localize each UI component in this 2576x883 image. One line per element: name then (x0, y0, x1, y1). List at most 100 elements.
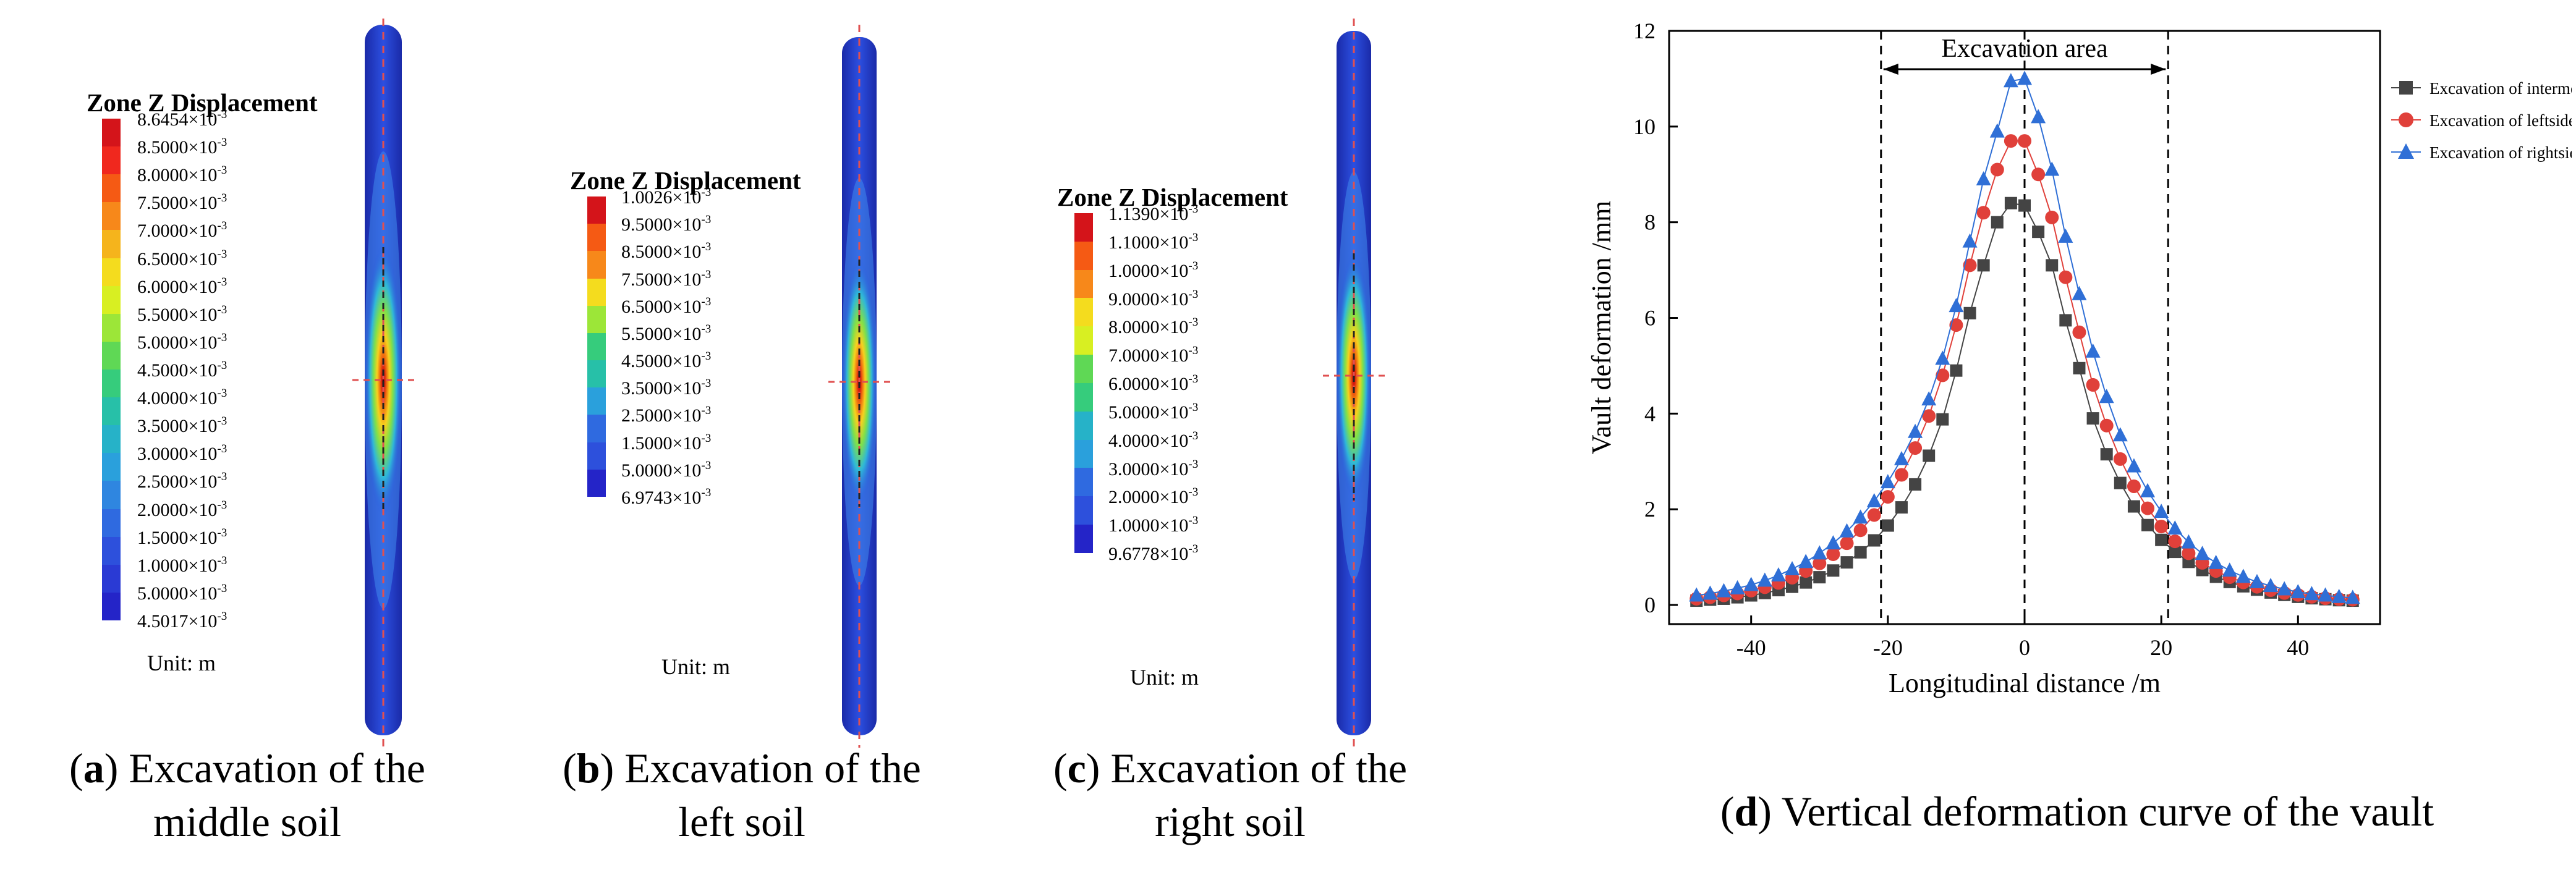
data-point-2 (2140, 483, 2156, 497)
legend-value: 6.5000×10-3 (621, 295, 712, 317)
color-scale-segment (1074, 496, 1093, 525)
panel-b: Zone Z Displacement 1.0026×10-3 9.5000×10… (495, 0, 989, 883)
legend-value: 9.6778×10-3 (1108, 543, 1199, 564)
color-scale-segment (102, 509, 121, 537)
legend-value: 1.1390×10-3 (1108, 203, 1199, 224)
data-point-1 (1936, 368, 1950, 382)
data-point-2 (1702, 585, 1718, 600)
color-scale-segment (587, 224, 606, 251)
color-scale-segment (102, 202, 121, 230)
data-point-0 (1868, 534, 1881, 547)
color-scale-segment (102, 453, 121, 481)
data-point-1 (2086, 378, 2100, 392)
data-point-1 (1922, 409, 1936, 423)
color-scale-segment (102, 397, 121, 426)
color-scale-segment (1074, 468, 1093, 497)
data-point-1 (1949, 318, 1963, 332)
x-axis-label: Longitudinal distance /m (1889, 668, 2161, 698)
data-point-0 (2141, 518, 2154, 531)
color-scale-segment (1074, 439, 1093, 468)
legend-value: 7.0000×10-3 (1108, 344, 1199, 366)
legend-value: 2.0000×10-3 (137, 498, 227, 520)
excavation-area-label: Excavation area (1941, 35, 2108, 63)
color-scale-segment (1074, 382, 1093, 412)
legend-value: 8.6454×10-3 (137, 108, 227, 130)
color-scale-segment (1074, 269, 1093, 298)
data-point-2 (2181, 534, 2196, 549)
data-point-0 (1854, 546, 1867, 559)
legend-value: 7.5000×10-3 (137, 192, 227, 214)
data-point-0 (2155, 533, 2168, 546)
color-scale-segment (587, 305, 606, 333)
y-tick-label: 4 (1644, 401, 1656, 426)
color-scale-segment (102, 285, 121, 314)
data-point-1 (2141, 501, 2155, 515)
data-point-2 (1757, 572, 1772, 587)
data-point-0 (2032, 226, 2045, 239)
legend-label: Excavation of leftside soil (2429, 111, 2572, 130)
data-point-2 (1785, 560, 1800, 575)
data-point-0 (2059, 314, 2072, 327)
data-point-0 (1991, 216, 2004, 229)
color-scale-segment (587, 442, 606, 470)
color-scale-segment (587, 415, 606, 442)
legend-value: 6.0000×10-3 (137, 275, 227, 297)
data-point-1 (2045, 210, 2059, 224)
legend-value: 8.0000×10-3 (137, 164, 227, 186)
data-point-1 (1908, 441, 1923, 455)
data-point-2 (2345, 589, 2360, 604)
legend-value: 8.5000×10-3 (621, 240, 712, 263)
data-point-2 (2290, 584, 2306, 599)
data-point-2 (1798, 554, 1814, 568)
legend-value: 3.5000×10-3 (137, 415, 227, 437)
data-point-0 (1963, 306, 1976, 319)
data-point-0 (2046, 259, 2059, 272)
y-tick-label: 10 (1633, 114, 1656, 139)
data-point-1 (2154, 520, 2169, 534)
legend-value: 5.0000×10-3 (1108, 400, 1199, 423)
data-point-2 (2154, 504, 2169, 518)
color-scale-segment (587, 332, 606, 361)
data-point-2 (1962, 233, 1978, 248)
data-point-0 (2100, 448, 2113, 461)
data-point-1 (1894, 468, 1908, 482)
data-point-0 (1840, 556, 1853, 569)
data-point-2 (2235, 568, 2251, 583)
data-point-2 (2085, 343, 2101, 358)
data-point-1 (2113, 452, 2127, 466)
legend-value: 9.0000×10-3 (1108, 287, 1199, 310)
data-point-2 (1908, 423, 1923, 438)
color-scale-segment (587, 278, 606, 306)
data-point-2 (2222, 562, 2237, 577)
legend-marker (2398, 143, 2414, 159)
tunnel-contour (1323, 19, 1385, 748)
arrow-head-right (2151, 64, 2166, 75)
data-point-1 (1881, 490, 1895, 504)
data-point-2 (2263, 578, 2279, 593)
legend-value: 5.5000×10-3 (621, 322, 712, 344)
color-scale-segment (587, 196, 606, 224)
data-point-2 (2195, 546, 2210, 560)
caption-a: (a) Excavation of the middle soil (69, 745, 425, 846)
color-scale-segment (587, 360, 606, 388)
data-point-2 (2208, 554, 2224, 569)
legend-marker (2399, 81, 2413, 95)
legend-value: 2.5000×10-3 (137, 470, 227, 492)
legend-label: Excavation of intermediate soil (2429, 79, 2572, 98)
legend-value: 1.5000×10-3 (137, 526, 227, 548)
data-point-0 (2073, 361, 2086, 374)
legend-value: 1.0000×10-3 (1108, 259, 1199, 281)
legend-value: 2.0000×10-3 (1108, 486, 1199, 508)
data-point-1 (1976, 206, 1991, 220)
data-point-1 (2072, 325, 2086, 339)
color-scale-segment (102, 481, 121, 509)
unit-label: Unit: m (661, 654, 731, 679)
legend-value: 5.0000×10-3 (137, 581, 227, 604)
data-point-2 (2112, 427, 2128, 442)
data-point-2 (1921, 391, 1937, 406)
data-point-2 (1812, 545, 1827, 560)
data-point-1 (2004, 134, 2018, 148)
y-tick-label: 8 (1644, 210, 1656, 235)
data-point-1 (1853, 523, 1868, 538)
y-tick-label: 6 (1644, 306, 1656, 331)
